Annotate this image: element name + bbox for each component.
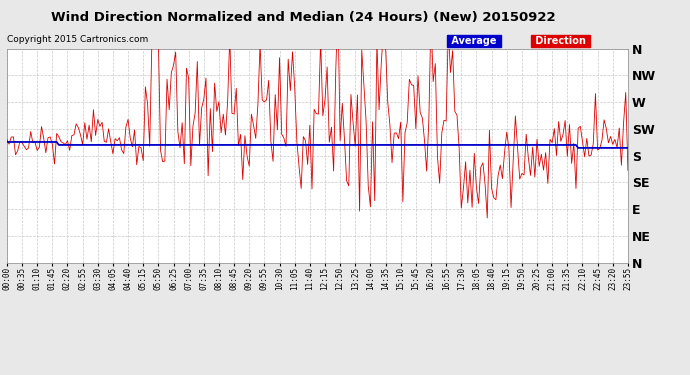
- Text: Wind Direction Normalized and Median (24 Hours) (New) 20150922: Wind Direction Normalized and Median (24…: [51, 11, 556, 24]
- Text: Copyright 2015 Cartronics.com: Copyright 2015 Cartronics.com: [7, 36, 148, 45]
- Text: Direction: Direction: [531, 36, 589, 45]
- Text: Average: Average: [448, 36, 500, 45]
